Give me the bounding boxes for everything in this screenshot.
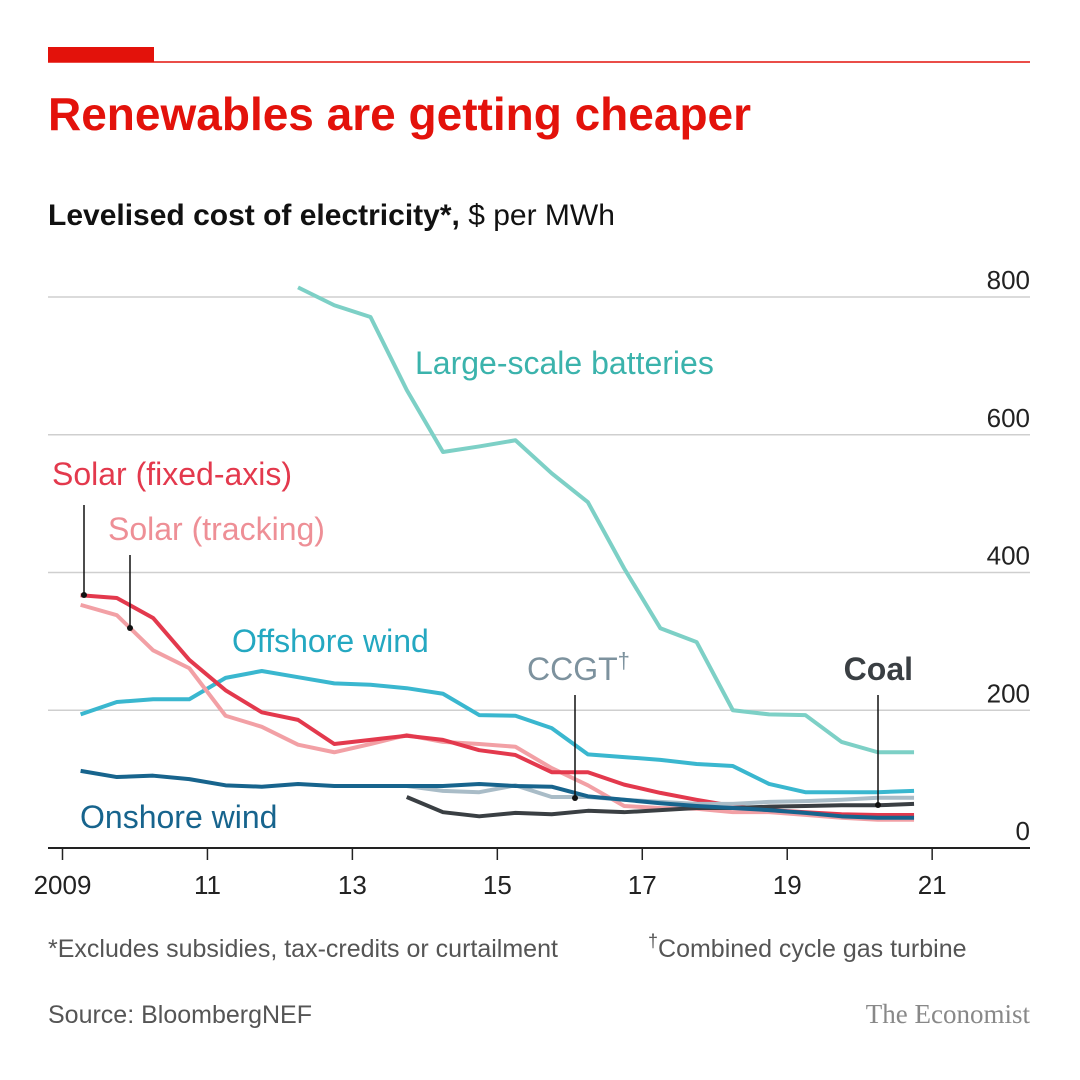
y-tick-label: 0 <box>1016 816 1030 846</box>
leader-dot <box>81 592 87 598</box>
leader-dot <box>127 625 133 631</box>
series-line <box>405 795 915 819</box>
x-tick-label: 19 <box>773 870 802 900</box>
series-line <box>79 668 915 795</box>
subtitle-bold: Levelised cost of electricity*, <box>48 199 460 232</box>
series-label: Coal <box>844 651 913 687</box>
y-tick-label: 200 <box>987 678 1030 708</box>
series-line <box>80 602 915 822</box>
subtitle: Levelised cost of electricity*, $ per MW… <box>48 199 615 232</box>
source: Source: BloombergNEF <box>48 1001 312 1029</box>
brand-bar <box>48 47 154 62</box>
y-tick-label: 800 <box>987 265 1030 295</box>
x-tick-label: 21 <box>918 870 947 900</box>
series-label: Solar (fixed-axis) <box>52 456 292 492</box>
y-tick-label: 400 <box>987 541 1030 571</box>
x-tick-label: 2009 <box>34 870 92 900</box>
x-tick-label: 17 <box>628 870 657 900</box>
series-label: CCGT† <box>527 648 630 687</box>
brand: The Economist <box>866 999 1031 1029</box>
x-tick-label: 15 <box>483 870 512 900</box>
leader-dot <box>572 795 578 801</box>
dagger: † <box>618 648 630 673</box>
chart-title: Renewables are getting cheaper <box>48 88 751 140</box>
dagger: † <box>648 931 658 951</box>
series-label: Solar (tracking) <box>108 511 325 547</box>
series-label: Large-scale batteries <box>415 345 714 381</box>
footnote-text: Combined cycle gas turbine <box>658 935 967 963</box>
leader-dot <box>875 802 881 808</box>
footnote: *Excludes subsidies, tax-credits or curt… <box>48 935 558 963</box>
series-label: Offshore wind <box>232 623 429 659</box>
x-tick-label: 13 <box>338 870 367 900</box>
series-label: Onshore wind <box>80 799 277 835</box>
series-line <box>297 285 915 755</box>
y-tick-label: 600 <box>987 403 1030 433</box>
footnote: †Combined cycle gas turbine <box>648 931 967 963</box>
series-name: CCGT <box>527 651 618 687</box>
x-tick-label: 11 <box>194 870 221 900</box>
series-line <box>80 768 915 820</box>
subtitle-rest: $ per MWh <box>468 199 615 232</box>
